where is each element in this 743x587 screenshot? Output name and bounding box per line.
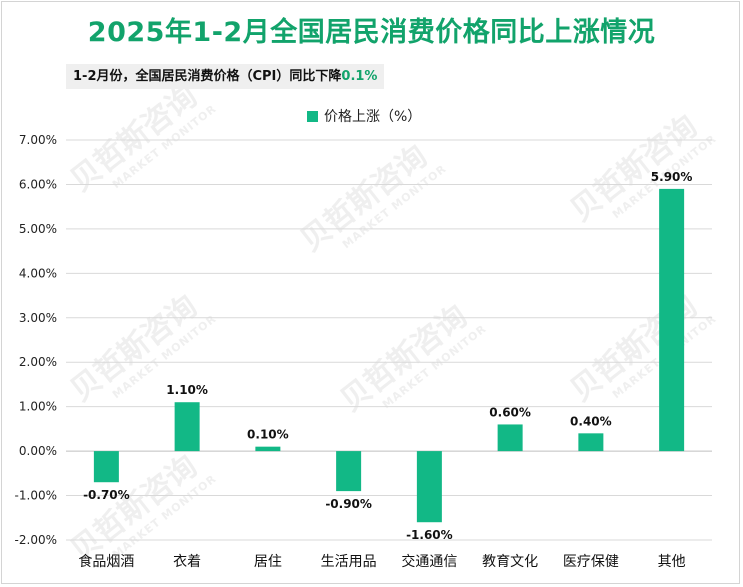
y-tick-label: 3.00% xyxy=(19,311,57,325)
y-tick-label: 4.00% xyxy=(19,266,57,280)
x-tick-label: 衣着 xyxy=(173,554,201,570)
subtitle-note: 1-2月份，全国居民消费价格（CPI）同比下降0.1% xyxy=(66,64,385,89)
x-tick-label: 交通通信 xyxy=(401,553,457,570)
x-tick-label: 居住 xyxy=(254,554,282,570)
bar xyxy=(255,446,281,452)
x-tick-label: 教育文化 xyxy=(482,554,538,570)
bar xyxy=(93,451,119,483)
x-tick-label: 其他 xyxy=(658,554,686,570)
bar xyxy=(174,402,200,452)
data-label: -0.90% xyxy=(325,497,372,511)
y-tick-label: 7.00% xyxy=(19,133,57,147)
y-tick-label: 1.00% xyxy=(19,400,57,414)
subtitle-text: 1-2月份，全国居民消费价格（CPI）同比下降 xyxy=(73,69,342,84)
x-tick-label: 医疗保健 xyxy=(563,554,619,570)
y-tick-label: 5.00% xyxy=(19,222,57,236)
legend-swatch xyxy=(307,110,318,122)
bar xyxy=(659,188,685,452)
data-label: 5.90% xyxy=(651,170,693,184)
bar xyxy=(497,424,523,452)
data-label: -0.70% xyxy=(83,488,130,502)
legend-label: 价格上涨（%） xyxy=(324,109,422,125)
y-tick-label: 6.00% xyxy=(19,177,57,191)
data-label: -1.60% xyxy=(406,528,453,542)
legend: 价格上涨（%） xyxy=(307,106,421,126)
y-tick-label: 0.00% xyxy=(19,444,57,458)
data-label: 0.60% xyxy=(489,405,531,419)
y-tick-label: -2.00% xyxy=(15,533,57,547)
chart-title: 2025年1-2月全国居民消费价格同比上涨情况 xyxy=(87,17,656,48)
data-label: 0.40% xyxy=(570,414,612,428)
y-tick-label: -1.00% xyxy=(15,489,57,503)
subtitle-highlight: 0.1% xyxy=(341,69,378,84)
data-label: 1.10% xyxy=(166,383,208,397)
data-label: 0.10% xyxy=(247,428,289,442)
y-tick-label: 2.00% xyxy=(19,355,57,369)
bar xyxy=(416,451,442,523)
bar xyxy=(336,451,362,492)
x-tick-label: 生活用品 xyxy=(321,554,377,570)
bar xyxy=(578,433,604,452)
x-tick-label: 食品烟酒 xyxy=(78,553,134,570)
